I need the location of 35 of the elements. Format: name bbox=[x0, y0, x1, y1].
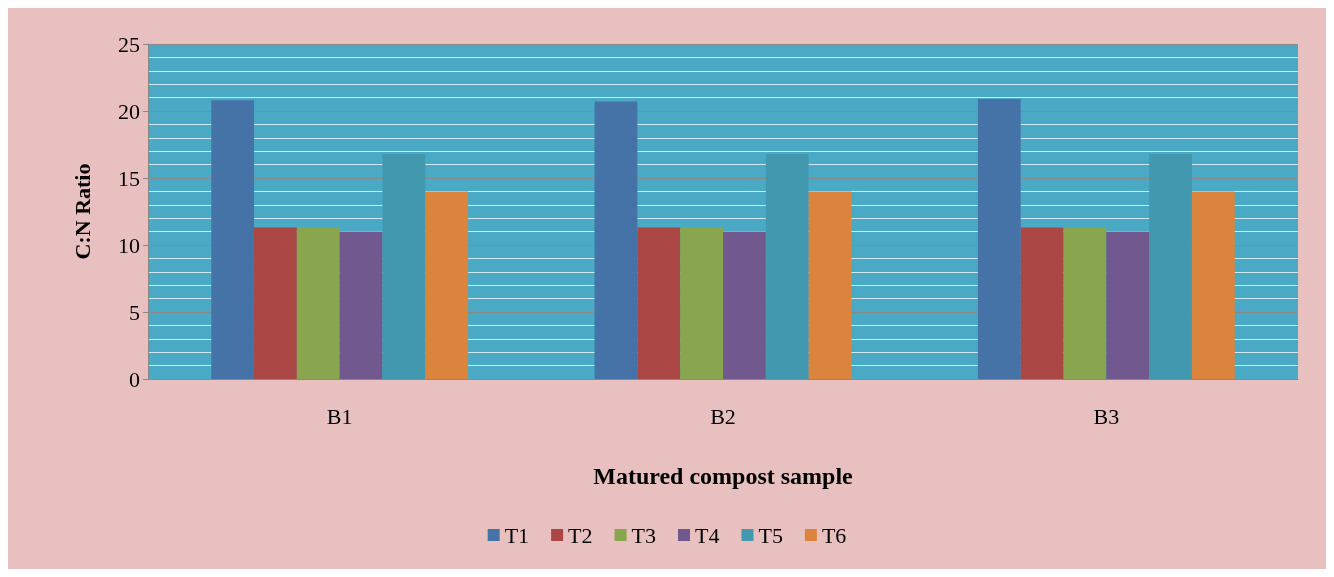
x-tick-label: B3 bbox=[1093, 403, 1120, 429]
x-axis-title: Matured compost sample bbox=[593, 463, 854, 489]
legend-label: T1 bbox=[504, 522, 530, 548]
bar bbox=[680, 227, 723, 379]
bar bbox=[723, 231, 766, 379]
bar bbox=[765, 153, 809, 379]
legend-label: T5 bbox=[758, 522, 783, 548]
legend-label: T6 bbox=[821, 522, 847, 548]
bar bbox=[594, 101, 638, 379]
bar bbox=[211, 100, 255, 379]
y-tick-label: 5 bbox=[129, 299, 140, 325]
y-tick-label: 0 bbox=[129, 366, 140, 392]
y-tick-label: 20 bbox=[118, 98, 140, 124]
legend-label: T2 bbox=[568, 522, 593, 548]
bar bbox=[296, 227, 340, 379]
y-tick-label: 25 bbox=[118, 31, 140, 57]
bar bbox=[1020, 227, 1064, 379]
y-axis-title: C:N Ratio bbox=[69, 163, 95, 260]
bar bbox=[637, 227, 681, 379]
bar bbox=[1063, 227, 1107, 379]
bar bbox=[382, 153, 426, 379]
x-tick-label: B2 bbox=[710, 403, 736, 429]
x-tick-label: B1 bbox=[326, 403, 353, 429]
bar bbox=[1106, 231, 1150, 379]
bar bbox=[977, 98, 1021, 379]
y-tick-label: 10 bbox=[118, 232, 140, 258]
y-tick-label: 15 bbox=[118, 165, 140, 191]
bar bbox=[808, 191, 852, 379]
legend-label: T4 bbox=[695, 522, 720, 548]
bar bbox=[339, 231, 383, 379]
bar bbox=[425, 191, 469, 379]
bar bbox=[1149, 153, 1192, 379]
bar bbox=[1191, 191, 1235, 379]
bar bbox=[254, 227, 297, 379]
legend-label: T3 bbox=[631, 522, 657, 548]
